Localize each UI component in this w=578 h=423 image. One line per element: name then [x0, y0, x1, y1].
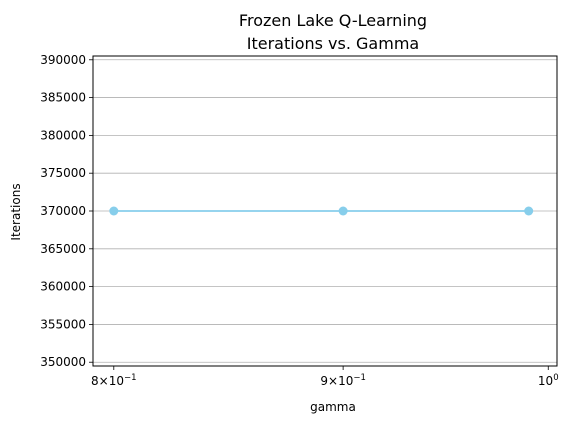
y-axis: 350000 355000 360000 365000 370000 375000 3800…	[40, 53, 93, 369]
x-tick-label: 100	[538, 373, 559, 388]
chart-title-line-2: Iterations vs. Gamma	[247, 34, 419, 53]
data-point	[109, 206, 119, 216]
x-tick-label: 8×10−1	[91, 373, 137, 388]
y-tick-label: 380000	[40, 128, 86, 142]
x-tick-exponent: −1	[124, 373, 137, 383]
x-tick-label: 9×10−1	[320, 373, 366, 388]
x-tick-ten: 10	[109, 374, 124, 388]
chart-title-line-1: Frozen Lake Q-Learning	[239, 11, 427, 30]
x-tick-times: ×	[99, 374, 109, 388]
chart-title: Frozen Lake Q-Learning Iterations vs. Ga…	[239, 11, 427, 53]
x-tick-exponent: −1	[353, 373, 366, 383]
y-tick-label: 390000	[40, 53, 86, 67]
x-tick-times: ×	[328, 374, 338, 388]
y-tick-label: 365000	[40, 242, 86, 256]
y-axis-label: Iterations	[9, 183, 23, 240]
y-tick-label: 375000	[40, 166, 86, 180]
series-group	[109, 206, 534, 216]
y-tick-label: 360000	[40, 280, 86, 294]
x-tick-exponent: 0	[553, 373, 558, 383]
y-tick-label: 355000	[40, 317, 86, 331]
data-point	[524, 206, 534, 216]
x-axis-label: gamma	[310, 400, 356, 414]
x-tick-ten: 10	[538, 374, 553, 388]
x-tick-base: 8	[91, 374, 99, 388]
data-point	[338, 206, 348, 216]
y-tick-label: 370000	[40, 204, 86, 218]
x-axis: 8×10−1 9×10−1 100	[91, 366, 559, 388]
x-tick-ten: 10	[338, 374, 353, 388]
x-tick-base: 9	[320, 374, 328, 388]
y-tick-label: 350000	[40, 355, 86, 369]
y-tick-label: 385000	[40, 91, 86, 105]
